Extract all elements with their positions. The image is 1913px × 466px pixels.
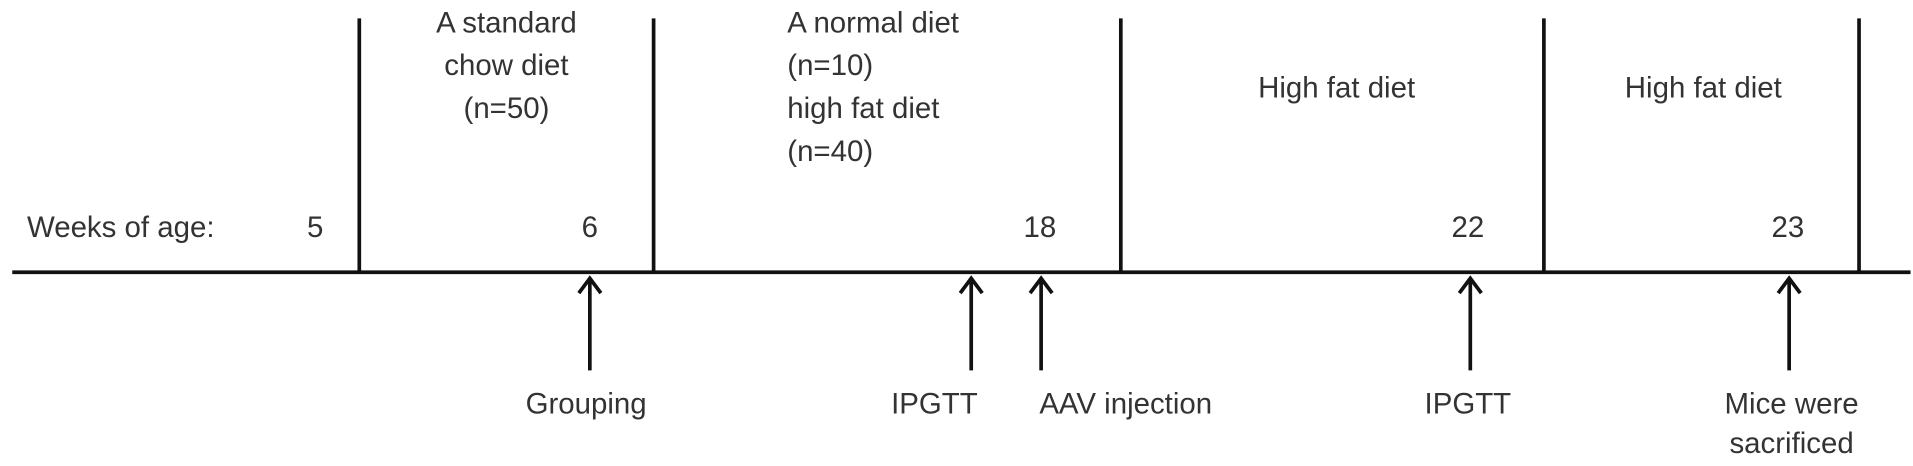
event-arrow	[958, 275, 984, 371]
axis-label: Weeks of age:	[27, 211, 215, 244]
event-arrow	[577, 275, 603, 371]
period-text: (n=10)	[787, 49, 873, 82]
period-text: (n=50)	[464, 92, 550, 125]
event-arrow	[1776, 275, 1802, 371]
event-label: IPGTT	[1425, 388, 1512, 421]
week-label: 5	[307, 211, 323, 244]
event-label: IPGTT	[891, 388, 978, 421]
period-dividers	[357, 18, 1861, 273]
week-label: 6	[582, 211, 598, 244]
event-arrow	[1028, 275, 1054, 371]
event-label: Grouping	[526, 388, 647, 421]
period-text: high fat diet	[787, 92, 939, 125]
period-text: A standard	[436, 6, 577, 39]
event-label: Mice were	[1725, 388, 1859, 421]
event-arrow	[1457, 275, 1483, 371]
period-text: (n=40)	[787, 135, 873, 168]
event-label: sacrificed	[1729, 427, 1853, 460]
week-label: 22	[1451, 211, 1484, 244]
period-text: High fat diet	[1625, 71, 1782, 104]
period-text: A normal diet	[787, 6, 959, 39]
period-text: High fat diet	[1258, 71, 1415, 104]
week-label: 18	[1024, 211, 1057, 244]
event-label: AAV injection	[1039, 388, 1212, 421]
week-label: 23	[1772, 211, 1805, 244]
period-text: chow diet	[444, 49, 568, 82]
